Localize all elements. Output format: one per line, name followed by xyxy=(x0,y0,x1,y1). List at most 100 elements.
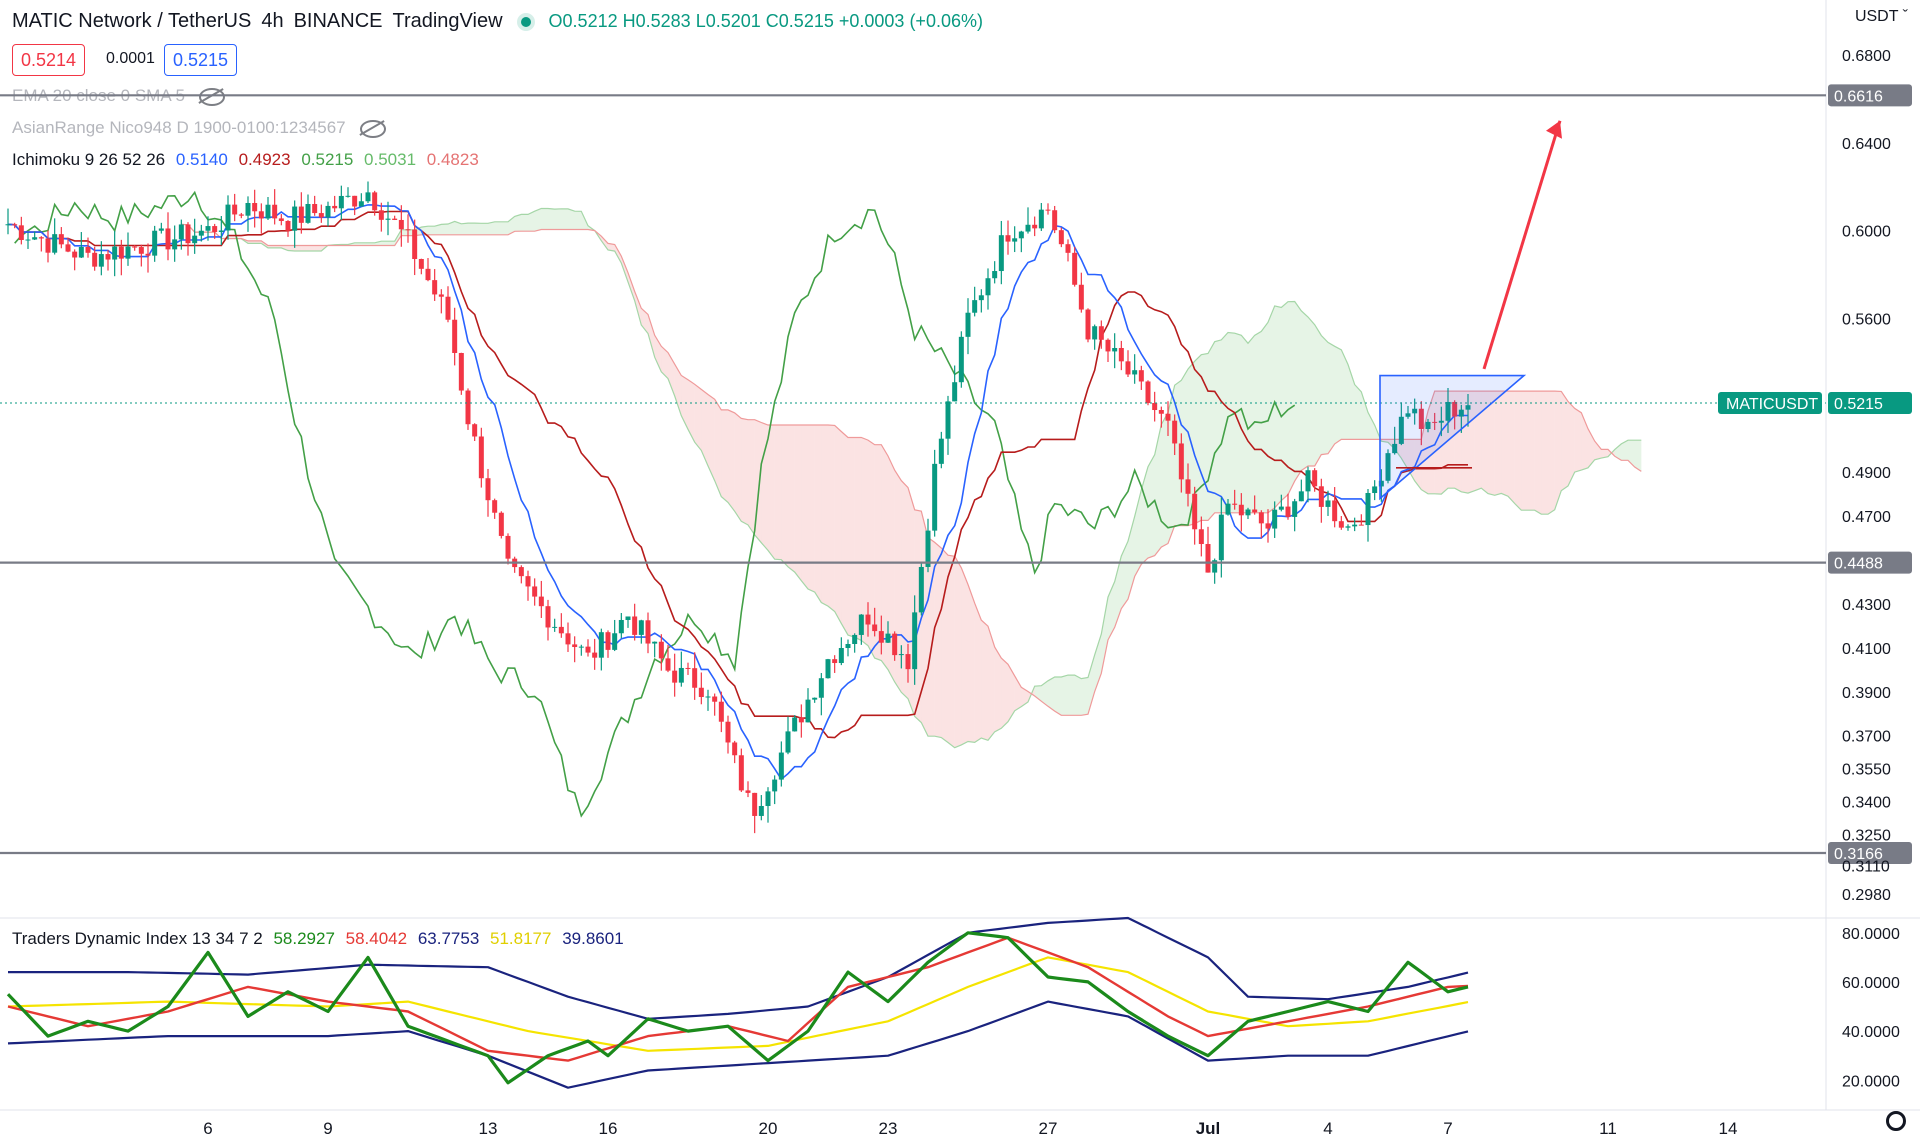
cloud-segment xyxy=(968,584,975,743)
time-tick: 6 xyxy=(203,1119,212,1138)
candle xyxy=(538,596,544,607)
price-tick: 0.3900 xyxy=(1842,685,1891,702)
candle xyxy=(452,319,458,353)
candle xyxy=(165,228,171,250)
candle xyxy=(1012,238,1018,242)
time-tick: 11 xyxy=(1599,1119,1617,1138)
candle xyxy=(892,633,898,656)
time-tick: 14 xyxy=(1719,1119,1738,1138)
cloud-segment xyxy=(254,240,262,244)
candle xyxy=(825,659,831,679)
candle xyxy=(412,229,418,260)
cloud-segment xyxy=(808,425,815,593)
cloud-segment xyxy=(1341,349,1348,440)
price-tick: 0.3550 xyxy=(1842,762,1891,779)
cloud-segment xyxy=(768,425,775,560)
cloud-segment xyxy=(1221,332,1228,513)
candle xyxy=(1005,235,1011,242)
symbol-title[interactable]: MATIC Network / TetherUS xyxy=(12,10,252,32)
candle xyxy=(325,205,331,218)
time-tick: 20 xyxy=(759,1119,778,1138)
tdi-signal-value: 58.4042 xyxy=(345,929,408,948)
ichimoku-chikou xyxy=(14,190,1296,818)
candle xyxy=(1432,421,1438,423)
indicator-asian-label: AsianRange Nico948 D 1900-0100:1234567 xyxy=(12,118,346,137)
candle xyxy=(1025,224,1031,232)
candle xyxy=(425,268,431,281)
indicator-ichimoku-legend[interactable]: Ichimoku 9 26 52 26 0.5140 0.4923 0.5215… xyxy=(12,150,485,170)
candle xyxy=(618,619,624,634)
price-tick: 0.4300 xyxy=(1842,597,1891,614)
tdi-signal-line xyxy=(7,936,1469,1062)
cloud-segment xyxy=(614,244,622,263)
hidden-eye-icon[interactable] xyxy=(359,119,386,138)
candle xyxy=(558,626,564,634)
cloud-segment xyxy=(734,412,742,522)
cloud-segment xyxy=(1488,391,1495,496)
candle xyxy=(1378,480,1384,487)
candle xyxy=(458,352,464,391)
candle xyxy=(578,646,584,648)
cloud-segment xyxy=(1301,310,1308,471)
candle xyxy=(1385,453,1391,481)
candle xyxy=(1192,493,1198,530)
candle xyxy=(565,633,571,645)
indicator-asian-legend[interactable]: AsianRange Nico948 D 1900-0100:1234567 xyxy=(12,118,392,138)
cloud-segment xyxy=(1601,449,1608,459)
price-tick: 0.6000 xyxy=(1842,224,1891,241)
candle xyxy=(1172,420,1178,444)
cloud-segment xyxy=(1561,391,1568,491)
candle xyxy=(178,224,184,240)
candle xyxy=(698,687,704,698)
candle xyxy=(718,701,724,722)
candle xyxy=(585,646,591,653)
settings-gear-icon[interactable] xyxy=(1886,1111,1906,1131)
hidden-eye-icon[interactable] xyxy=(198,87,225,106)
sell-price-button[interactable]: 0.5214 xyxy=(12,44,86,76)
currency-selector[interactable]: USDT ˇ xyxy=(1854,8,1908,25)
cloud-segment xyxy=(861,437,868,646)
candle xyxy=(838,648,844,664)
candle xyxy=(418,259,424,269)
cloud-segment xyxy=(641,308,648,334)
candle xyxy=(225,204,231,231)
interval[interactable]: 4h xyxy=(261,10,284,32)
cloud-segment xyxy=(1141,466,1148,565)
cloud-segment xyxy=(1368,412,1375,440)
candle xyxy=(1425,421,1431,429)
buy-price-button[interactable]: 0.5215 xyxy=(164,44,238,76)
cloud-segment xyxy=(488,221,495,235)
cloud-segment xyxy=(288,245,295,252)
candle xyxy=(1132,370,1138,375)
tdi-middle-line xyxy=(7,956,1469,1052)
candle xyxy=(525,576,531,587)
last-price-label-bg xyxy=(1828,391,1912,414)
cloud-segment xyxy=(928,537,935,737)
cloud-segment xyxy=(1548,391,1555,515)
cloud-segment xyxy=(781,425,788,567)
candle xyxy=(872,624,878,632)
candle xyxy=(1438,420,1444,423)
candle xyxy=(185,224,191,244)
candle xyxy=(1205,544,1211,573)
candle xyxy=(1258,512,1264,524)
candle xyxy=(532,586,538,597)
cloud-segment xyxy=(441,224,448,235)
cloud-segment xyxy=(661,346,668,379)
price-tick: 0.3110 xyxy=(1842,858,1890,875)
candle xyxy=(605,632,611,650)
cloud-segment xyxy=(1521,391,1528,511)
candle xyxy=(865,614,871,625)
candle xyxy=(365,192,371,202)
cloud-segment xyxy=(1101,597,1108,674)
cloud-segment xyxy=(894,470,902,693)
time-tick: Jul xyxy=(1196,1119,1221,1138)
cloud-segment xyxy=(721,409,728,503)
indicator-tdi-legend[interactable]: Traders Dynamic Index 13 34 7 2 58.2927 … xyxy=(12,929,630,949)
cloud-segment xyxy=(1581,412,1588,471)
tdi-upper-value: 63.7753 xyxy=(417,929,480,948)
cloud-segment xyxy=(1614,443,1622,461)
cloud-segment xyxy=(741,418,748,525)
currency-label: USDT xyxy=(1854,8,1899,25)
